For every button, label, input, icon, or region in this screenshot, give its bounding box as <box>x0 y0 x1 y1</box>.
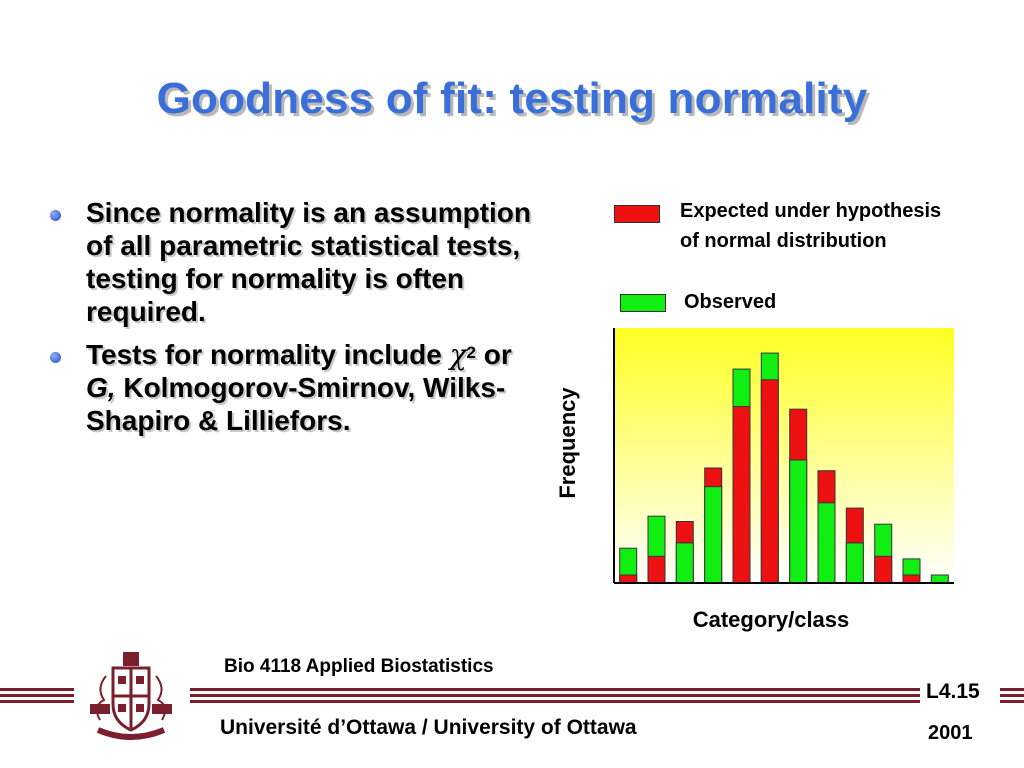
bullet-dot-icon <box>50 352 61 363</box>
bar-expected <box>902 574 921 584</box>
year-label: 2001 <box>928 722 973 744</box>
chi-square-superscript: 2 <box>466 343 476 362</box>
bar-observed <box>675 542 694 584</box>
g-test-label: G, <box>86 372 116 403</box>
bar-expected <box>760 379 779 584</box>
bar-observed <box>704 486 723 584</box>
footer-rule-right-1 <box>1000 688 1024 691</box>
bar-observed <box>845 542 864 584</box>
bar-expected <box>732 406 751 584</box>
legend-swatch-observed <box>620 294 666 312</box>
bullet-text: Tests for normality include χ2 or G, Kol… <box>86 338 534 437</box>
bullet-list: Since normality is an assumption of all … <box>44 196 534 447</box>
bullet-text-pre: Tests for normality include <box>86 339 450 370</box>
y-axis-label: Frequency <box>555 387 580 499</box>
bar-observed <box>817 502 836 584</box>
x-axis-label: Category/class <box>692 607 850 632</box>
slide-number: L4.15 <box>926 680 980 703</box>
footer-rule-left-1 <box>0 688 74 691</box>
footer-rule-right-3 <box>1000 700 1024 703</box>
footer-rule-left-2 <box>0 694 74 697</box>
legend-swatch-expected <box>614 205 660 223</box>
legend-label-observed: Observed <box>684 291 777 313</box>
course-name: Bio 4118 Applied Biostatistics <box>224 656 494 677</box>
university-name: Université d’Ottawa / University of Otta… <box>220 716 637 739</box>
footer-rule-1 <box>190 688 920 691</box>
footer-rule-left-3 <box>0 700 74 703</box>
footer-rule-2 <box>190 694 920 697</box>
slide-title: Goodness of fit: testing normality <box>156 74 868 123</box>
bar-observed <box>930 574 949 584</box>
plot-background <box>614 328 954 582</box>
university-crest-logo <box>90 652 172 740</box>
legend-label-expected: Expected under hypothesis of normal dist… <box>680 200 942 252</box>
histogram-chart <box>613 328 954 584</box>
bar-expected <box>619 574 638 584</box>
bar-expected <box>874 555 893 584</box>
bullet-item: Tests for normality include χ2 or G, Kol… <box>44 338 534 437</box>
chi-square-symbol: χ <box>449 338 467 371</box>
bullet-text: Since normality is an assumption of all … <box>86 197 532 327</box>
bullet-dot-icon <box>50 210 61 221</box>
bar-expected <box>647 555 666 584</box>
bullet-text-or: or <box>476 339 512 370</box>
footer-rule-right-2 <box>1000 694 1024 697</box>
bar-observed <box>789 459 808 584</box>
bullet-text-post: Kolmogorov-Smirnov, Wilks-Shapiro & Lill… <box>86 372 506 436</box>
footer-rule-3 <box>190 700 920 703</box>
bullet-item: Since normality is an assumption of all … <box>44 196 534 328</box>
